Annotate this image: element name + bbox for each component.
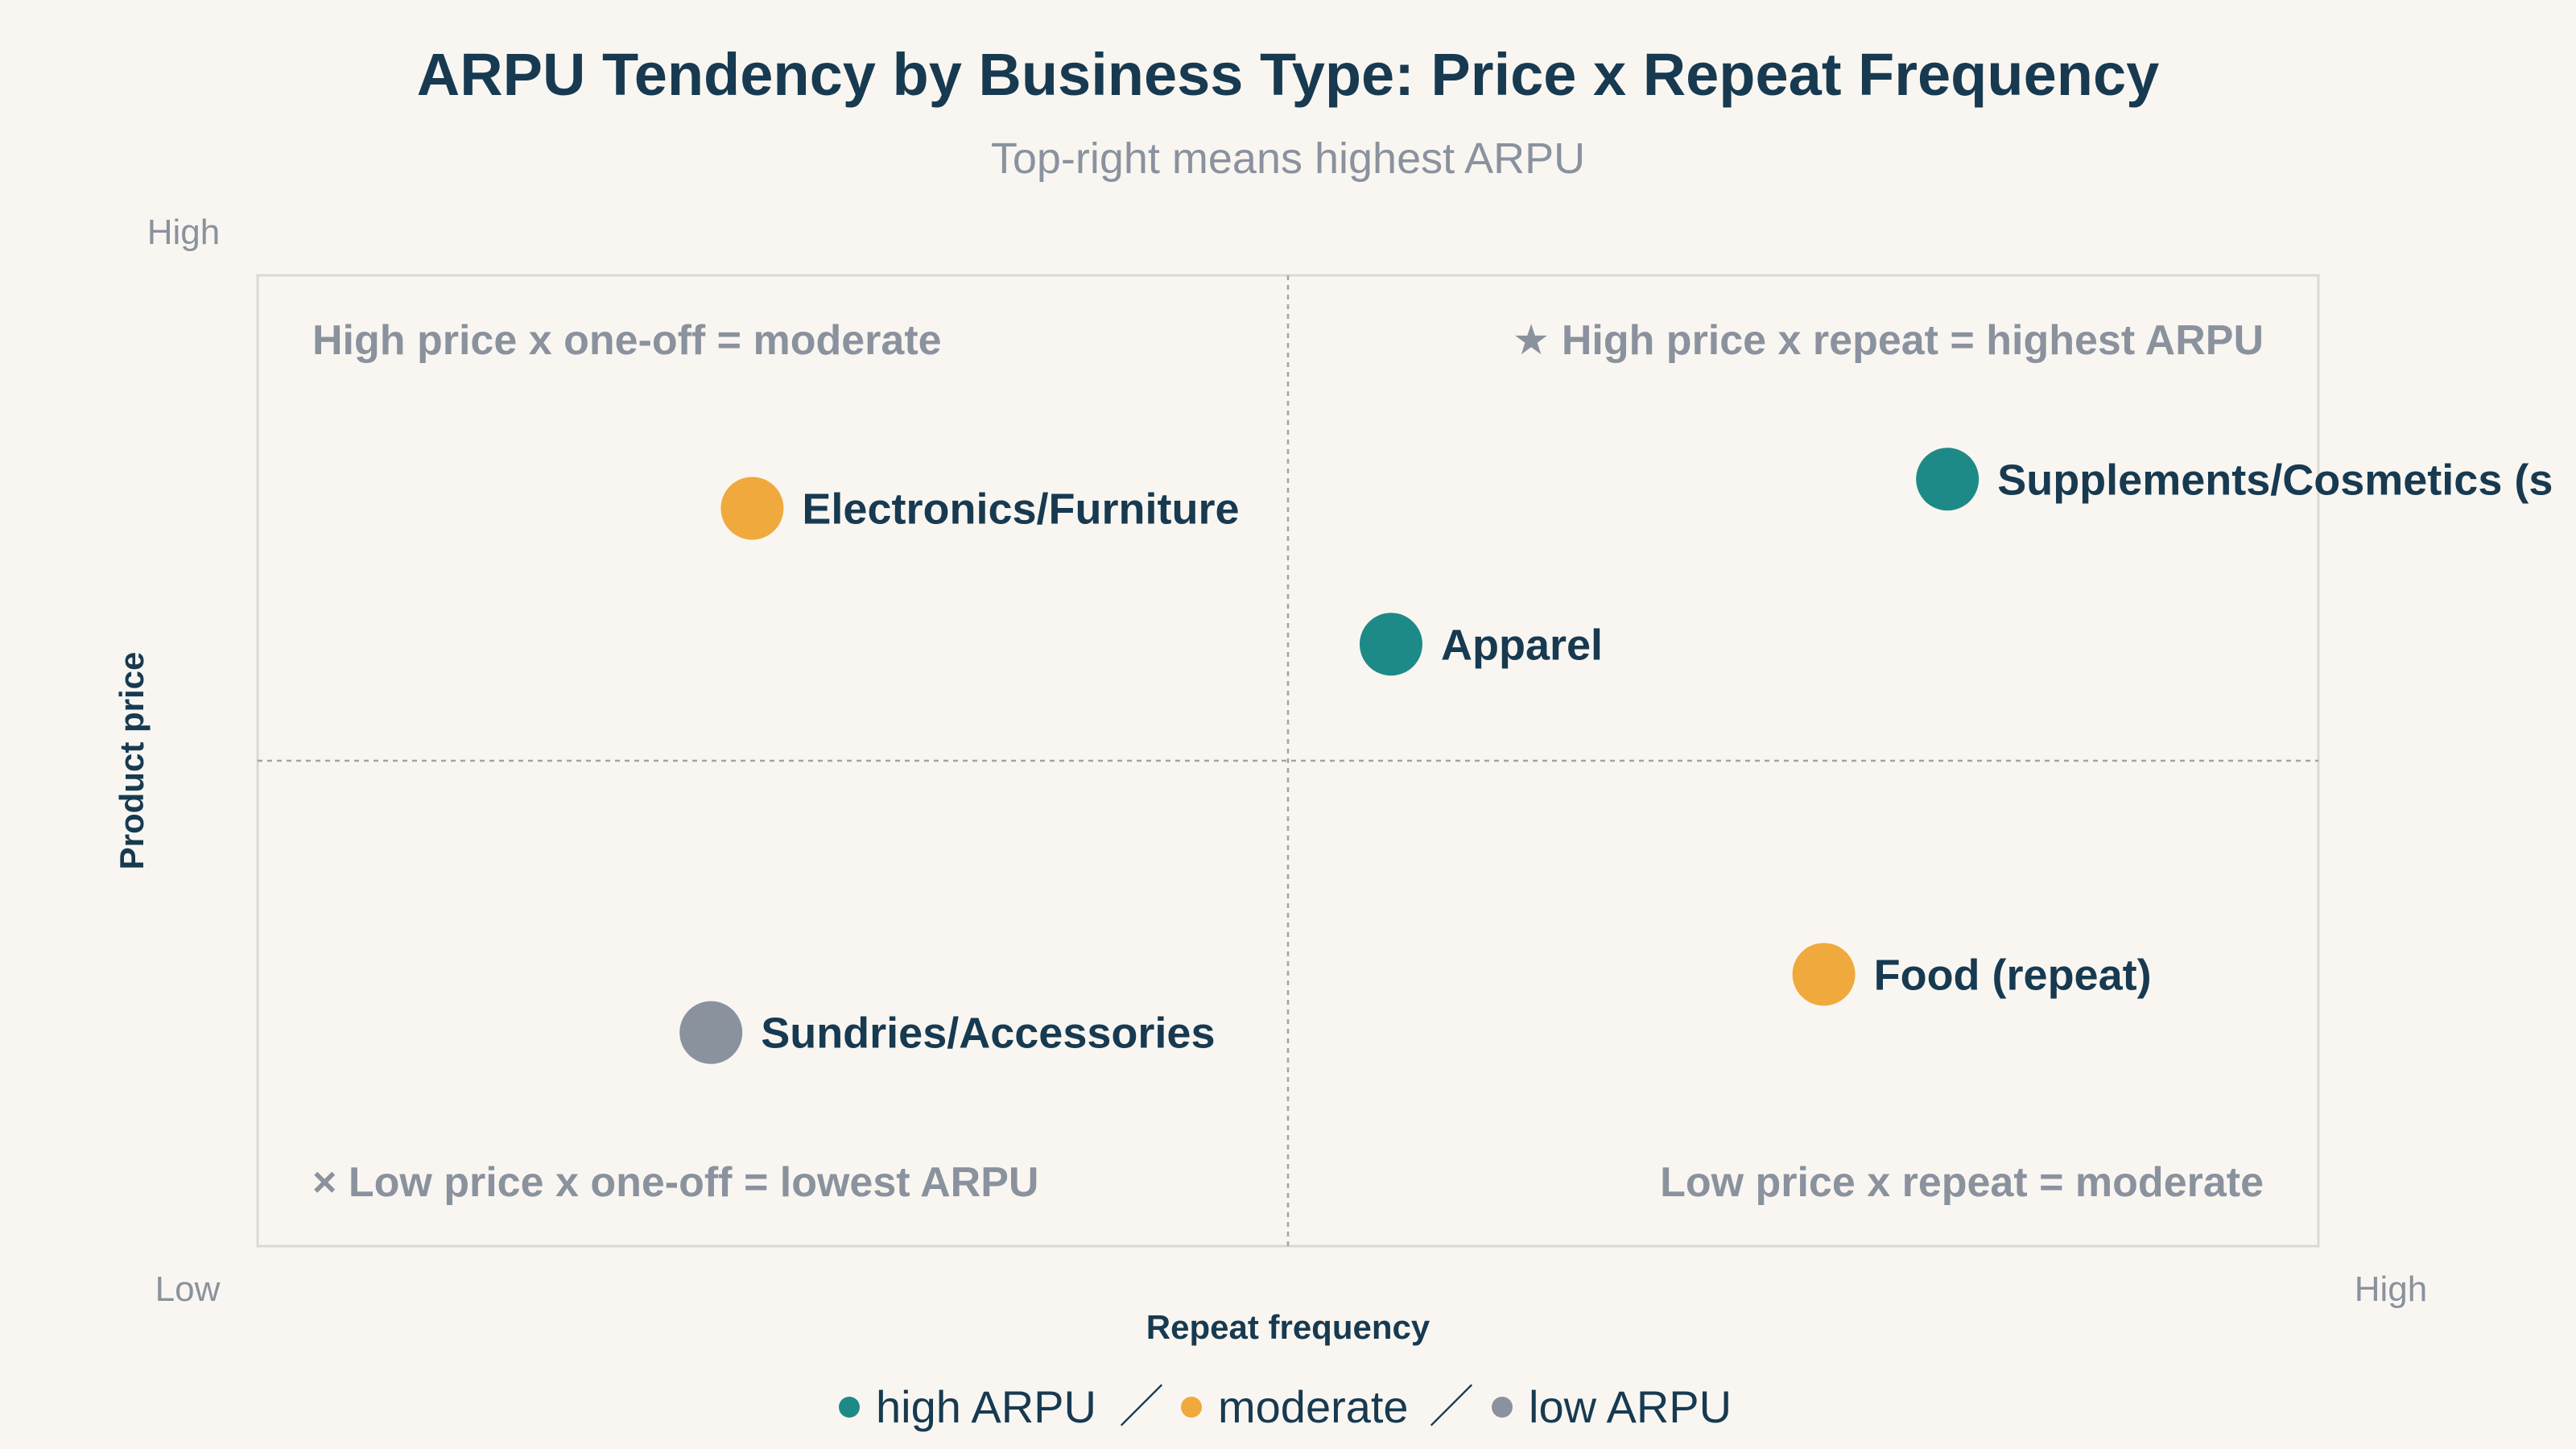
data-label-sundries-accessories: Sundries/Accessories (761, 1009, 1215, 1058)
legend-marker-low (1492, 1397, 1513, 1418)
y-low-label: Low (155, 1269, 221, 1309)
data-point-sundries-accessories (679, 1001, 743, 1064)
legend-marker-high (839, 1397, 860, 1418)
data-point-food-repeat (1792, 943, 1856, 1006)
quadrant-label-bottom-left: × Low price x one-off = lowest ARPU (312, 1159, 1038, 1206)
quadrant-label-top-left: High price x one-off = moderate (312, 317, 942, 364)
legend-marker-moderate (1181, 1397, 1202, 1418)
quadrant-label-top-right: ★ High price x repeat = highest ARPU (1513, 317, 2264, 364)
x-axis-title: Repeat frequency (1146, 1308, 1430, 1346)
data-label-apparel: Apparel (1441, 621, 1603, 669)
data-label-supplements-cosmetics-s: Supplements/Cosmetics (s (1997, 456, 2553, 504)
data-point-apparel (1360, 613, 1422, 676)
x-high-label: High (2355, 1269, 2428, 1309)
legend-label-moderate: moderate (1218, 1381, 1409, 1432)
legend-separator: ／ (1429, 1381, 1474, 1432)
legend-label-low: low ARPU (1529, 1381, 1732, 1432)
chart-subtitle: Top-right means highest ARPU (991, 134, 1585, 183)
data-label-electronics-furniture: Electronics/Furniture (802, 485, 1239, 533)
data-label-food-repeat: Food (repeat) (1874, 951, 2152, 999)
y-high-label: High (147, 213, 221, 252)
y-axis-title: Product price (113, 652, 151, 870)
legend-separator: ／ (1119, 1381, 1164, 1432)
data-points: Electronics/Furniture Apparel Supplements/… (679, 448, 2553, 1064)
data-point-electronics-furniture (720, 477, 784, 540)
legend: high ARPU ／ moderate ／ low ARPU (839, 1381, 1732, 1432)
data-point-supplements-cosmetics-s (1916, 448, 1979, 511)
quadrant-label-bottom-right: Low price x repeat = moderate (1660, 1159, 2264, 1206)
legend-label-high: high ARPU (876, 1381, 1096, 1432)
chart-title: ARPU Tendency by Business Type: Price x … (417, 41, 2160, 108)
